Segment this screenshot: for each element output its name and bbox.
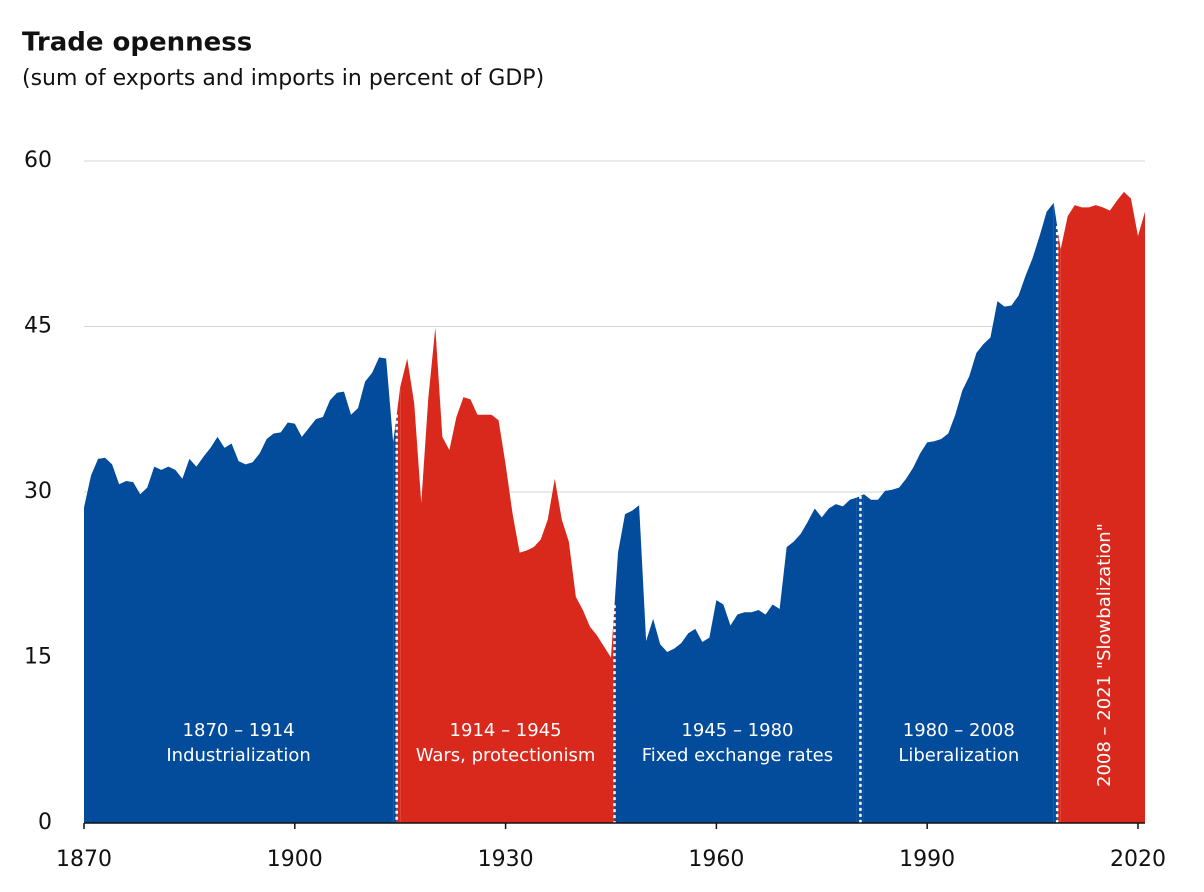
x-tick-label: 2020	[1110, 847, 1166, 872]
x-tick-label: 1930	[478, 847, 534, 872]
y-tick-label: 15	[24, 645, 52, 670]
era-name: Industrialization	[166, 745, 310, 766]
x-tick-label: 1900	[267, 847, 323, 872]
era-period: 1914 – 1945	[450, 720, 562, 741]
area-bridge	[1053, 202, 1058, 824]
y-tick-label: 45	[24, 314, 52, 339]
area	[1060, 191, 1145, 824]
era-name: "Slowbalization"	[1094, 523, 1115, 669]
era-period: 1945 – 1980	[681, 720, 793, 741]
era-period: 1980 – 2008	[903, 720, 1015, 741]
era-label: 2008 – 2021 "Slowbalization"	[1094, 523, 1115, 787]
area	[863, 202, 1054, 824]
y-tick-label: 0	[38, 810, 52, 835]
area	[618, 497, 857, 823]
era-name: Liberalization	[898, 745, 1019, 766]
chart-title: Trade openness	[22, 28, 252, 58]
era-period: 2008 – 2021	[1094, 675, 1115, 787]
area	[400, 327, 611, 823]
area-bridge	[396, 387, 401, 823]
x-tick-label: 1870	[56, 847, 112, 872]
era-period: 1870 – 1914	[183, 720, 295, 741]
era-name: Wars, protectionism	[416, 745, 596, 766]
area	[84, 357, 394, 823]
chart-subtitle: (sum of exports and imports in percent o…	[22, 66, 544, 91]
x-tick-label: 1990	[899, 847, 955, 872]
area-bridge	[1057, 226, 1061, 823]
area-bridge	[614, 552, 619, 823]
y-tick-label: 30	[24, 479, 52, 504]
x-tick-label: 1960	[688, 847, 744, 872]
era-name: Fixed exchange rates	[642, 745, 833, 766]
area-bridge	[856, 495, 861, 823]
y-tick-label: 60	[24, 148, 52, 173]
